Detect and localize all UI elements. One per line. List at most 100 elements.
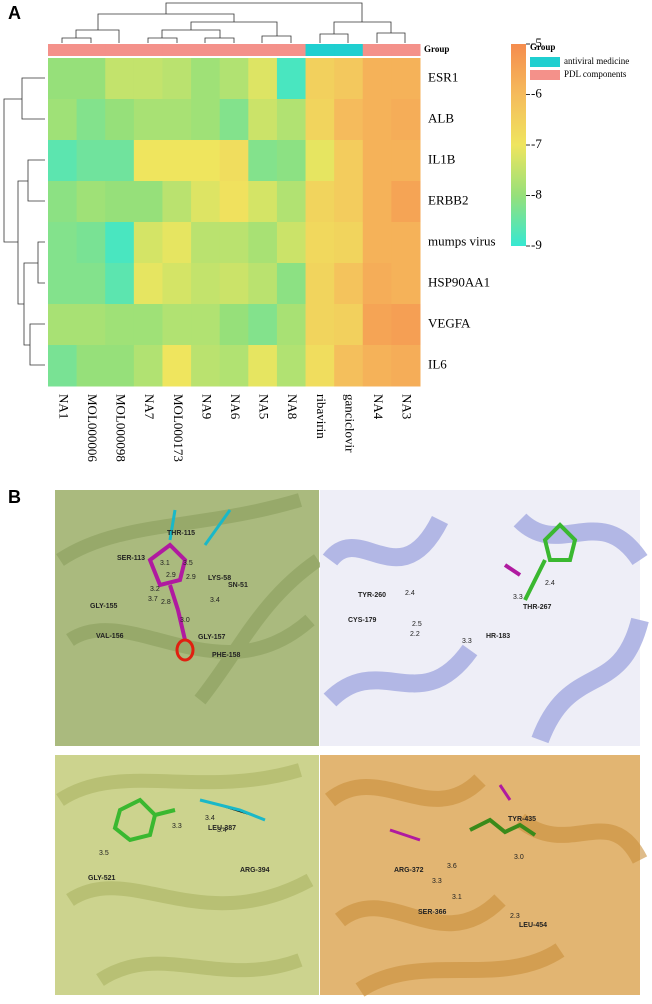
row-label: mumps virus [428,233,496,248]
heat-cell [162,222,192,264]
column-label: NA6 [228,394,243,420]
heat-cell [162,263,192,305]
heat-cell [133,304,163,346]
distance-label: 3.3 [462,638,472,645]
heat-cell [305,181,335,223]
heat-cell [334,263,364,305]
heat-cell [48,345,78,387]
heat-cell [391,345,421,387]
heat-cell [276,222,307,264]
column-label: ribavirin [314,394,329,439]
distance-label: 3.0 [180,617,190,624]
heat-cell [305,222,335,264]
residue-label: TYR-435 [508,816,536,823]
heat-cell [334,99,364,141]
distance-label: 3.1 [452,894,462,901]
residue-label: THR-115 [167,530,195,537]
heat-cell [362,304,392,346]
group-cell [191,44,221,56]
residue-label: GLY-521 [88,875,115,882]
row-label: ESR1 [428,69,458,84]
distance-label: 3.6 [447,863,457,870]
heat-cell [391,222,421,264]
heat-cell [391,99,421,141]
heat-cell [105,99,135,141]
heat-cell [219,345,249,387]
distance-label: 3.0 [514,854,524,861]
column-label: NA8 [285,394,300,419]
colorbar-tick-label: -8 [531,186,542,201]
group-label: Group [424,44,449,54]
heat-cell [248,345,278,387]
heat-cell [362,140,392,182]
column-label: NA9 [199,394,214,419]
column-label: MOL000173 [171,394,186,462]
distance-label: 3.4 [217,827,227,834]
group-cell [105,44,135,56]
distance-label: 3.5 [183,560,193,567]
heat-cell [48,140,78,182]
colorbar-tick-label: -7 [531,136,542,151]
group-cell [334,44,364,56]
heat-cell [133,58,163,100]
heat-cell [248,263,278,305]
heat-cell [305,304,335,346]
heat-cell [219,99,249,141]
colorbar-tick-label: -9 [531,237,542,252]
group-cell [276,44,307,56]
legend-swatch [530,70,560,80]
group-cell [76,44,106,56]
distance-label: 3.7 [148,596,158,603]
heat-cell [276,99,307,141]
residue-label: TYR-260 [358,592,386,599]
heat-cell [105,263,135,305]
row-label: VEGFA [428,315,471,330]
column-dendrogram [61,2,406,43]
heat-cell [105,304,135,346]
residue-label: CYS-179 [348,617,377,624]
docking-image [55,490,322,746]
heat-cell [276,58,307,100]
group-cell [133,44,163,56]
residue-label: SN-51 [228,582,248,589]
group-cell [162,44,192,56]
heat-cell [191,222,221,264]
heat-cell [334,140,364,182]
heat-cell [48,58,78,100]
heat-cell [391,140,421,182]
panel-label: B [8,487,21,507]
distance-label: 2.2 [410,631,420,638]
heat-cell [391,263,421,305]
distance-label: 2.9 [166,572,176,579]
distance-label: 3.3 [432,878,442,885]
heat-cell [219,181,249,223]
heat-cell [48,304,78,346]
heat-cell [276,263,307,305]
heat-cell [362,222,392,264]
residue-label: VAL-156 [96,633,124,640]
heat-cell [391,304,421,346]
heat-cell [334,345,364,387]
column-label: NA1 [56,394,71,419]
row-label: IL6 [428,356,447,371]
heat-cell [276,304,307,346]
heat-cell [191,263,221,305]
group-cell [305,44,335,56]
legend-title: Group [530,42,555,52]
row-label: ERBB2 [428,192,468,207]
heat-cell [191,345,221,387]
row-label: HSP90AA1 [428,274,490,289]
residue-label: GLY-157 [198,634,225,641]
legend-label: PDL components [564,69,627,79]
docking-image [55,755,319,995]
distance-label: 3.5 [99,850,109,857]
distance-label: 3.4 [205,815,215,822]
heat-cell [248,222,278,264]
distance-label: 3.2 [150,586,160,593]
heat-cell [191,140,221,182]
heat-cell [248,304,278,346]
heat-cell [191,181,221,223]
distance-label: 2.9 [186,574,196,581]
heat-cell [248,58,278,100]
heat-cell [76,263,106,305]
